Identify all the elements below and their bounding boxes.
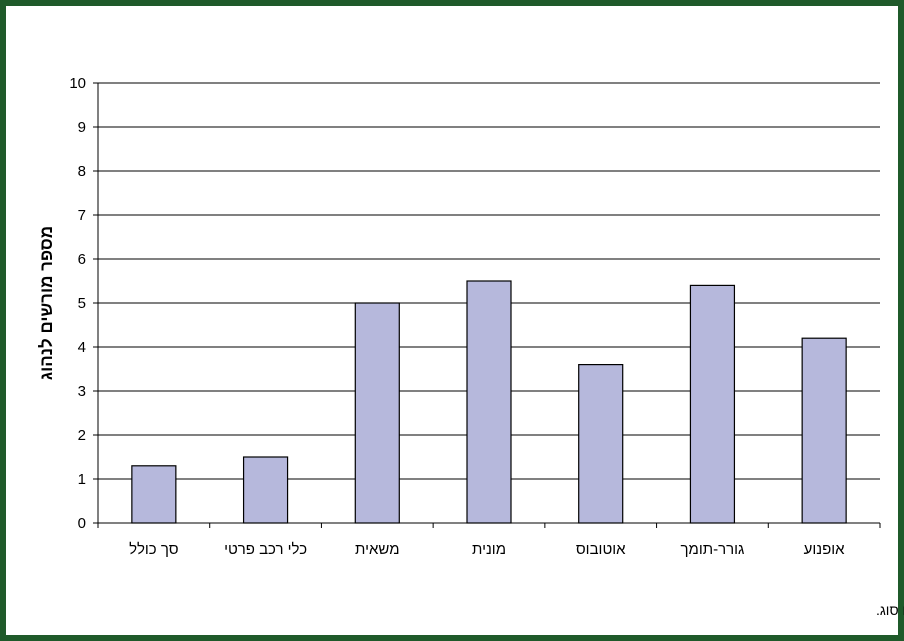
y-tick-label: 2: [78, 427, 86, 444]
y-tick-labels: 0 1 2 3 4 5 6 7 8 9 10: [69, 75, 86, 532]
x-category-label: כלי רכב פרטי: [224, 541, 307, 558]
bar: [578, 364, 624, 524]
bar: [689, 284, 736, 524]
x-category-label: מונית: [472, 541, 506, 558]
bar: [801, 337, 847, 524]
x-category-label: אופנוע: [804, 541, 846, 558]
bar: [131, 465, 177, 524]
footnote: (1) מספר המורשים לנהוג בכלי רכב מסוג מסו…: [876, 602, 904, 618]
y-tick-label: 9: [78, 119, 86, 136]
x-category-label: משאית: [355, 541, 400, 558]
bars: [131, 280, 847, 524]
gridlines: [98, 82, 880, 480]
y-tick-label: 10: [69, 75, 86, 92]
y-tick-label: 7: [78, 207, 86, 224]
y-tick-label: 3: [78, 383, 86, 400]
y-tick-label: 1: [78, 471, 86, 488]
bar: [242, 456, 289, 524]
y-tick-label: 6: [78, 251, 86, 268]
axes: [93, 82, 881, 528]
x-category-labels: סך כולל כלי רכב פרטי משאית מונית אוטובוס גורר…: [129, 541, 845, 558]
x-category-label: סך כולל: [129, 541, 179, 558]
y-tick-label: 5: [78, 295, 86, 312]
y-tick-label: 0: [78, 515, 86, 532]
bar: [354, 302, 400, 524]
y-axis-label: מספר מורשים לנהוג: [37, 226, 56, 380]
y-tick-label: 4: [78, 339, 86, 356]
bar: [466, 280, 512, 524]
y-tick-label: 8: [78, 163, 86, 180]
x-category-label: אוטובוס: [576, 541, 626, 558]
x-category-label: גורר-תומך: [681, 541, 745, 558]
